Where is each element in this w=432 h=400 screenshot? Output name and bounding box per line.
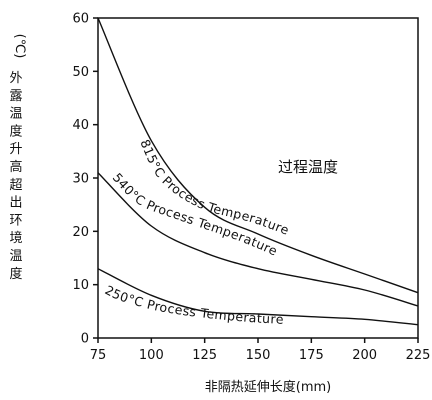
y-axis-label: 外露温度升高超出环境温度 — [9, 71, 22, 282]
x-tick-label: 125 — [192, 348, 217, 363]
y-tick-label: 50 — [72, 65, 89, 80]
x-tick-label: 150 — [246, 348, 271, 363]
x-tick-label: 100 — [139, 348, 164, 363]
y-tick-label: 60 — [72, 12, 89, 27]
y-axis-unit: (℃) — [12, 34, 27, 59]
x-axis-title: 非隔热延伸长度(mm) — [205, 379, 331, 395]
y-tick-label: 10 — [72, 278, 89, 293]
x-tick-label: 75 — [90, 348, 107, 363]
series-label: 250°C Process Temperature — [103, 282, 285, 327]
x-tick-label: 175 — [299, 348, 324, 363]
y-axis-title: (℃) 外露温度升高超出环境温度 — [9, 34, 27, 282]
series-line — [97, 172, 419, 307]
y-tick-label: 20 — [72, 225, 89, 240]
y-axis: 0 10 20 30 40 50 60 — [72, 12, 98, 347]
y-tick-label: 30 — [72, 172, 89, 187]
series-line — [97, 17, 419, 294]
x-tick-label: 225 — [406, 348, 431, 363]
chart-inner-title: 过程温度 — [278, 158, 338, 176]
y-tick-label: 40 — [72, 118, 89, 133]
plot-frame — [97, 17, 419, 339]
y-tick-label: 0 — [81, 332, 89, 347]
x-tick-label: 200 — [352, 348, 377, 363]
series-line — [97, 268, 419, 326]
x-axis: 75 100 125 150 175 200 225 — [90, 338, 431, 363]
